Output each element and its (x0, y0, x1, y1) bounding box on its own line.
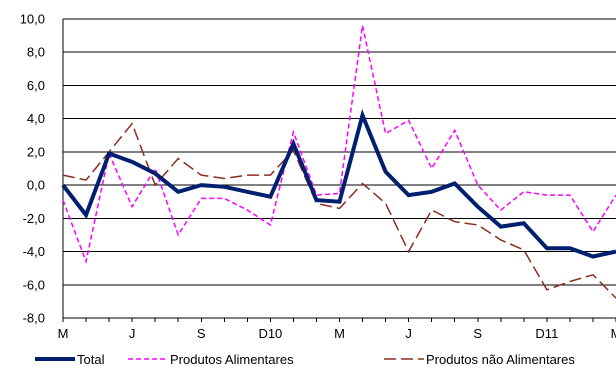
y-tick-label: -6,0 (23, 277, 45, 292)
x-tick-label: D10 (258, 326, 282, 341)
x-tick-label: M (58, 326, 69, 341)
x-tick-label: S (197, 326, 206, 341)
x-tick-label: M (334, 326, 345, 341)
y-tick-label: 0,0 (27, 178, 45, 193)
legend-label-1: Produtos Alimentares (170, 352, 294, 367)
y-tick-label: 2,0 (27, 144, 45, 159)
legend-label-2: Produtos não Alimentares (426, 352, 575, 367)
y-tick-label: -4,0 (23, 244, 45, 259)
series-line-1 (62, 25, 616, 265)
y-tick-label: 10,0 (20, 12, 45, 27)
x-tick-label: D11 (535, 326, 558, 341)
y-axis-tick-labels: 10,0 8,0 6,0 4,0 2,0 0,0 -2,0 -4,0 -6,0 -8,0 (20, 12, 45, 326)
x-tick-label: S (473, 326, 482, 341)
series-line-0 (61, 109, 616, 259)
legend: Total Produtos Alimentares Produtos não Al… (35, 352, 575, 367)
y-tick-label: -8,0 (23, 311, 45, 326)
grid-lines (63, 18, 616, 286)
y-tick-label: 8,0 (27, 45, 45, 60)
axes (62, 19, 616, 322)
series-lines (61, 25, 616, 299)
y-tick-label: -2,0 (23, 211, 45, 226)
series-line-2 (62, 122, 616, 299)
y-tick-label: 6,0 (27, 78, 45, 93)
x-tick-label: J (405, 326, 412, 341)
legend-label-0: Total (77, 352, 105, 367)
y-tick-label: 4,0 (27, 111, 45, 126)
x-tick-label: M (611, 326, 616, 341)
x-axis-tick-labels: M J S D10 M J S D11 M (58, 326, 616, 341)
x-tick-label: J (129, 326, 136, 341)
